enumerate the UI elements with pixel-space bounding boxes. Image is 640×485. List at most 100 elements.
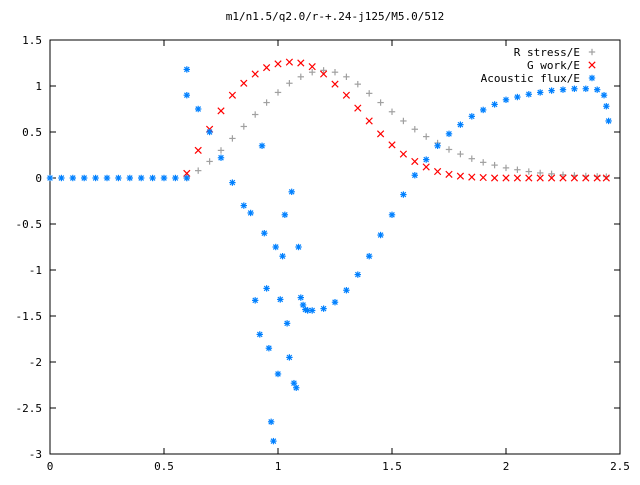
data-point-acoustic-flux-d2 <box>138 175 145 181</box>
data-point-g-work-d2 <box>468 173 476 181</box>
data-point-r-stress <box>217 147 225 154</box>
data-point-g-work <box>468 173 476 181</box>
data-point-acoustic-flux <box>270 437 277 445</box>
data-point-g-work-d2 <box>490 174 499 182</box>
data-point-acoustic-flux <box>331 299 339 306</box>
data-point-acoustic-flux-d2 <box>270 438 277 444</box>
data-point-acoustic-flux-d2 <box>279 253 286 260</box>
data-point-g-work <box>388 141 396 149</box>
data-point-acoustic-flux-d2 <box>115 175 122 181</box>
data-point-g-work-d2 <box>194 146 202 155</box>
data-point-g-work <box>274 60 282 68</box>
data-point-acoustic-flux-d2 <box>400 191 407 198</box>
data-point-g-work-d2 <box>388 141 396 149</box>
data-point-acoustic-flux-d2 <box>183 92 190 99</box>
data-point-acoustic-flux <box>400 191 407 198</box>
data-point-acoustic-flux-d2 <box>288 188 295 195</box>
data-point-g-work <box>422 163 430 171</box>
data-point-g-work-d2 <box>274 60 282 68</box>
data-point-acoustic-flux <box>480 106 487 114</box>
data-point-acoustic-flux <box>183 92 190 99</box>
data-point-acoustic-flux <box>377 231 384 239</box>
data-point-acoustic-flux <box>46 174 54 182</box>
data-point-acoustic-flux-d2 <box>302 306 309 313</box>
data-point-acoustic-flux-d2 <box>206 129 213 135</box>
data-point-acoustic-flux <box>445 130 453 138</box>
data-point-acoustic-flux-d2 <box>263 285 270 292</box>
data-point-acoustic-flux <box>295 243 302 251</box>
data-point-g-work <box>262 63 271 72</box>
data-point-acoustic-flux-d2 <box>537 89 544 96</box>
data-point-acoustic-flux <box>126 174 133 182</box>
data-point-acoustic-flux <box>92 174 99 182</box>
data-point-acoustic-flux-d2 <box>304 307 311 314</box>
data-point-acoustic-flux <box>81 174 88 182</box>
data-point-g-work <box>342 91 351 99</box>
data-point-r-stress <box>206 158 213 165</box>
data-point-g-work <box>547 174 556 182</box>
y-tick-label: 0 <box>35 172 42 185</box>
data-point-acoustic-flux-d2 <box>332 299 338 306</box>
data-point-g-work <box>433 167 442 176</box>
data-point-r-stress <box>457 150 464 158</box>
data-point-acoustic-flux <box>267 418 275 425</box>
data-point-r-stress <box>354 80 361 88</box>
data-point-acoustic-flux-d2 <box>377 232 384 238</box>
data-point-g-work <box>331 80 339 88</box>
data-point-acoustic-flux-d2 <box>252 297 259 304</box>
data-point-acoustic-flux <box>149 174 156 182</box>
data-point-g-work <box>445 170 453 178</box>
data-point-g-work-d2 <box>513 174 522 182</box>
data-point-acoustic-flux <box>600 92 608 99</box>
data-point-acoustic-flux <box>69 174 76 182</box>
data-point-acoustic-flux <box>206 128 213 136</box>
data-point-acoustic-flux <box>138 174 145 182</box>
data-point-acoustic-flux-d2 <box>389 211 395 218</box>
data-point-acoustic-flux-d2 <box>411 172 418 179</box>
data-point-acoustic-flux <box>571 85 578 92</box>
data-point-g-work-d2 <box>593 174 601 182</box>
data-point-acoustic-flux <box>272 243 279 251</box>
data-point-g-work <box>354 104 362 112</box>
data-point-g-work <box>456 172 465 180</box>
data-point-acoustic-flux-d2 <box>282 211 288 218</box>
data-point-acoustic-flux-d2 <box>603 103 610 110</box>
data-point-r-stress <box>502 164 510 172</box>
data-point-acoustic-flux <box>286 354 293 361</box>
data-point-acoustic-flux <box>195 105 202 113</box>
y-tick-label: -3 <box>29 448 42 461</box>
data-point-acoustic-flux-d2 <box>320 305 327 312</box>
data-point-acoustic-flux-d2 <box>172 175 179 181</box>
data-point-r-stress <box>377 99 384 106</box>
data-point-g-work <box>308 63 316 71</box>
data-point-acoustic-flux-d2 <box>295 244 302 250</box>
legend-marker-acoustic-flux-d2 <box>589 75 595 81</box>
data-point-g-work <box>240 79 248 87</box>
data-point-g-work-d2 <box>547 174 556 182</box>
data-point-acoustic-flux-d2 <box>69 175 76 181</box>
data-point-acoustic-flux-d2 <box>284 320 290 327</box>
data-point-acoustic-flux-d2 <box>161 175 167 181</box>
data-point-g-work <box>602 174 610 182</box>
data-point-g-work-d2 <box>445 170 453 178</box>
y-tick-label: -2.5 <box>16 402 43 415</box>
data-point-r-stress <box>559 171 567 178</box>
data-point-acoustic-flux-d2 <box>261 230 268 237</box>
data-point-g-work-d2 <box>240 79 248 87</box>
data-point-r-stress <box>274 89 282 96</box>
legend-label-g-work: G work/E <box>527 59 580 72</box>
series-layer <box>46 58 612 445</box>
data-point-r-stress <box>548 170 555 178</box>
data-point-r-stress <box>388 108 396 115</box>
data-point-acoustic-flux <box>354 271 361 278</box>
data-point-g-work-d2 <box>354 104 362 112</box>
data-point-r-stress <box>240 123 247 130</box>
data-point-acoustic-flux-d2 <box>286 354 293 361</box>
data-point-acoustic-flux-d2 <box>468 113 475 120</box>
data-point-acoustic-flux-d2 <box>104 175 110 181</box>
x-tick-label: 1 <box>275 460 282 473</box>
data-point-acoustic-flux-d2 <box>582 85 589 92</box>
data-point-acoustic-flux <box>297 294 304 301</box>
